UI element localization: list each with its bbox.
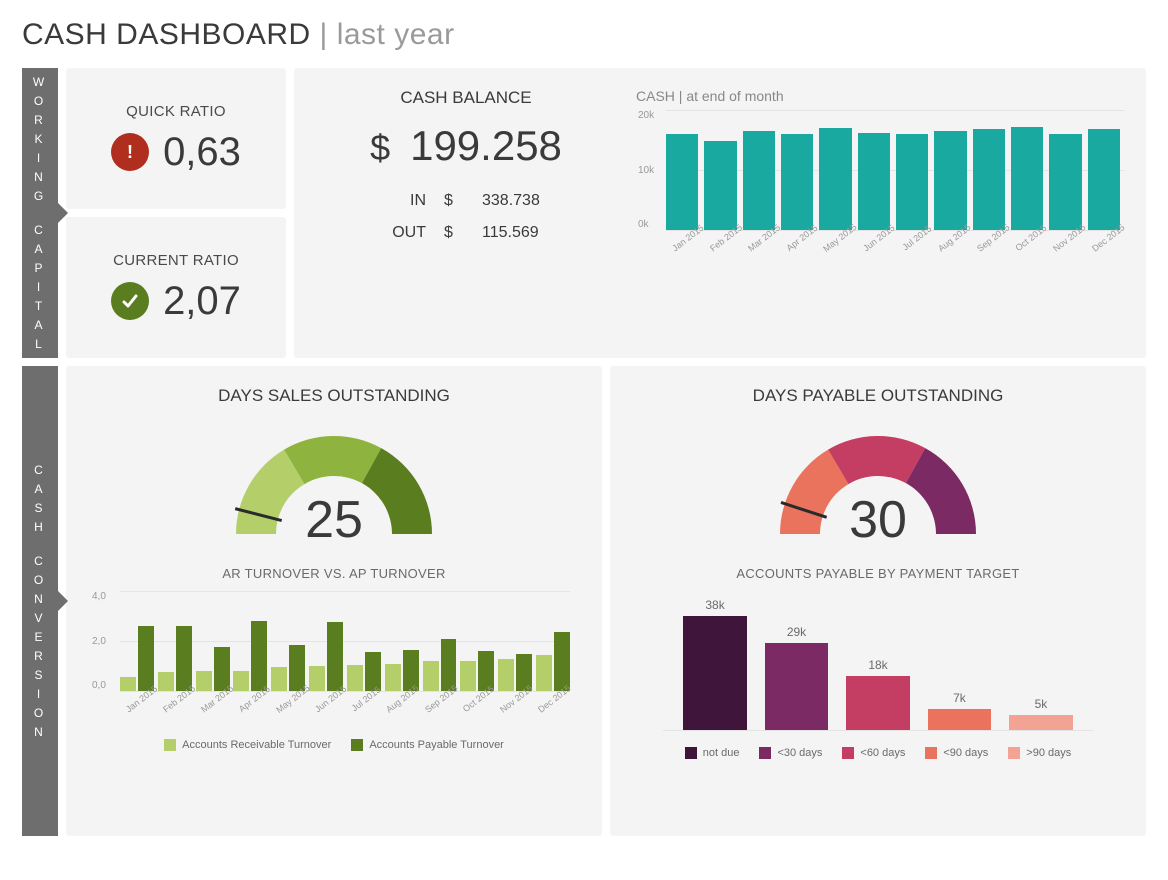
turnover-title: AR TURNOVER VS. AP TURNOVER: [222, 566, 445, 581]
ap-target-bar: 29k: [765, 625, 828, 730]
quick-ratio-card: QUICK RATIO ! 0,63: [66, 68, 286, 209]
turnover-bar: [138, 626, 154, 691]
section-label-working-capital: WORKINGCAPITAL: [22, 68, 58, 358]
current-ratio-card: CURRENT RATIO 2,07: [66, 217, 286, 358]
alert-icon: !: [111, 133, 149, 171]
turnover-bar: [498, 659, 514, 692]
turnover-bar: [460, 661, 476, 691]
current-ratio-value: 2,07: [163, 279, 241, 324]
page-title: CASH DASHBOARD | last year: [22, 18, 1146, 52]
legend-item: <30 days: [759, 747, 822, 759]
quick-ratio-value: 0,63: [163, 130, 241, 175]
title-period: last year: [337, 18, 455, 51]
turnover-bar: [176, 626, 192, 691]
cash-in-label: IN: [376, 192, 426, 210]
ap-target-title: ACCOUNTS PAYABLE BY PAYMENT TARGET: [736, 566, 1019, 581]
turnover-bar: [327, 622, 343, 691]
dso-panel: DAYS SALES OUTSTANDING 25 AR TURNOVER VS…: [66, 366, 602, 836]
turnover-bar: [365, 652, 381, 691]
legend-item: <60 days: [842, 747, 905, 759]
cash-bar: [858, 133, 890, 230]
quick-ratio-label: QUICK RATIO: [126, 103, 226, 120]
turnover-bar: [158, 672, 174, 691]
cash-bar: [1011, 127, 1043, 230]
cash-balance-value: 199.258: [410, 122, 562, 170]
dpo-title: DAYS PAYABLE OUTSTANDING: [753, 386, 1004, 406]
turnover-bar: [423, 661, 439, 691]
ap-target-bar: 38k: [683, 598, 746, 730]
turnover-bar: [536, 655, 552, 691]
dpo-value: 30: [768, 490, 988, 550]
turnover-bar: [271, 667, 287, 691]
turnover-bar: [385, 664, 401, 692]
dpo-gauge: 30: [768, 422, 988, 542]
cash-out-label: OUT: [376, 224, 426, 242]
cash-bar: [819, 128, 851, 230]
current-ratio-label: CURRENT RATIO: [113, 252, 239, 269]
cash-bar: [973, 129, 1005, 230]
cash-bar: [781, 134, 813, 230]
dpo-panel: DAYS PAYABLE OUTSTANDING 30 ACCOUNTS PAY…: [610, 366, 1146, 836]
legend-item: not due: [685, 747, 740, 759]
turnover-chart: 4,02,00,0 Jan 2015Feb 2015Mar 2015Apr 20…: [90, 591, 578, 751]
legend-item: >90 days: [1008, 747, 1071, 759]
currency-symbol: $: [370, 127, 390, 169]
cash-bar: [1088, 129, 1120, 230]
turnover-bar: [347, 665, 363, 691]
currency-symbol: $: [444, 224, 464, 242]
cash-out-value: 115.569: [482, 224, 596, 242]
turnover-bar: [251, 621, 267, 691]
turnover-bar: [120, 677, 136, 691]
svg-text:!: !: [127, 142, 133, 162]
ap-target-bar: 7k: [928, 691, 991, 730]
ap-target-bar: 18k: [846, 658, 909, 730]
dso-value: 25: [224, 490, 444, 550]
legend-item: <90 days: [925, 747, 988, 759]
dso-gauge: 25: [224, 422, 444, 542]
ap-target-chart: 38k 29k 18k 7k 5k not due <30 days <60 days <90…: [663, 591, 1092, 759]
legend-item: Accounts Receivable Turnover: [164, 739, 331, 751]
legend-item: Accounts Payable Turnover: [351, 739, 504, 751]
cash-bar: [934, 131, 966, 230]
section-label-cash-conversion: CASHCONVERSION: [22, 366, 58, 836]
cash-balance-card: CASH BALANCE $ 199.258 IN $ 338.738 OUT …: [294, 68, 1146, 358]
cash-balance-label: CASH BALANCE: [400, 88, 531, 108]
cash-in-value: 338.738: [482, 192, 596, 210]
cash-bar: [743, 131, 775, 230]
turnover-bar: [309, 666, 325, 691]
turnover-bar: [554, 632, 570, 691]
cash-bar: [1049, 134, 1081, 230]
cash-chart-title: CASH | at end of month: [636, 88, 1124, 104]
title-main: CASH DASHBOARD: [22, 18, 311, 51]
turnover-bar: [233, 671, 249, 691]
cash-bar: [896, 134, 928, 230]
check-icon: [111, 282, 149, 320]
dso-title: DAYS SALES OUTSTANDING: [218, 386, 450, 406]
currency-symbol: $: [444, 192, 464, 210]
cash-chart: 20k10k0k Jan 2015Feb 2015Mar 2015Apr 201…: [666, 110, 1124, 280]
ap-target-bar: 5k: [1009, 697, 1072, 730]
turnover-bar: [196, 671, 212, 691]
title-sep: |: [311, 18, 337, 51]
cash-bar: [666, 134, 698, 230]
cash-bar: [704, 141, 736, 230]
